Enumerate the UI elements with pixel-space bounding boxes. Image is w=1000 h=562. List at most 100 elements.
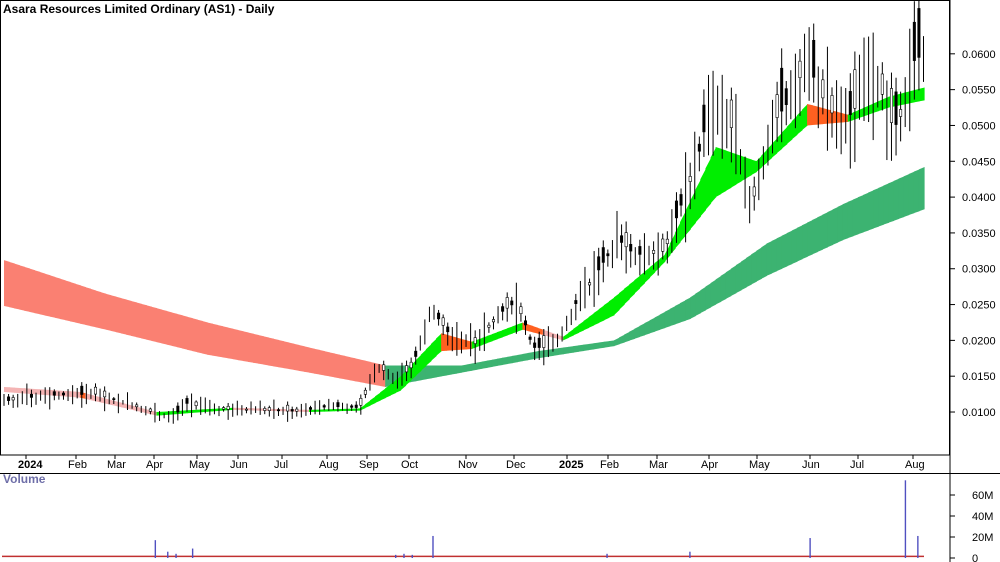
short-band-segment: [308, 409, 315, 413]
x-tick-label: Jun: [230, 459, 248, 471]
long-band-segment: [136, 302, 142, 339]
candle-body: [912, 21, 916, 61]
short-band-segment: [603, 301, 610, 321]
x-tick-label: Feb: [68, 459, 87, 471]
long-band-segment: [827, 209, 834, 248]
long-band-segment: [791, 227, 798, 264]
candle-body: [354, 404, 358, 408]
long-band-segment: [237, 329, 244, 361]
long-band-segment: [812, 217, 818, 255]
long-band-segment: [314, 348, 320, 375]
long-band-segment: [222, 326, 229, 359]
long-band-segment: [898, 176, 905, 219]
long-band-segment: [547, 348, 554, 357]
short-band-segment: [415, 354, 422, 376]
x-tick-label: Apr: [701, 459, 718, 471]
long-band-segment: [847, 199, 854, 239]
long-band-segment: [837, 204, 844, 243]
long-band-segment: [857, 194, 864, 235]
long-band-segment: [471, 362, 478, 371]
y-tick-label: 0.0150: [962, 371, 996, 383]
long-band-segment: [425, 365, 432, 380]
short-band-segment: [430, 338, 437, 361]
long-band-segment: [441, 365, 447, 377]
short-band-segment: [425, 343, 432, 366]
candle-body: [176, 405, 180, 413]
short-band-segment: [878, 99, 884, 112]
long-band-segment: [176, 313, 183, 349]
long-band-segment: [583, 343, 590, 351]
long-band-segment: [491, 358, 498, 367]
long-band-segment: [59, 278, 66, 321]
short-band-segment: [807, 103, 813, 126]
candle-body: [409, 361, 413, 369]
candle-body: [61, 392, 65, 396]
y-tick-label: 0.0600: [962, 49, 996, 61]
long-band-segment: [807, 220, 813, 257]
short-band-segment: [456, 337, 463, 351]
long-band-segment: [192, 318, 198, 353]
short-band-segment: [751, 159, 757, 176]
long-band-segment: [44, 273, 51, 317]
short-band-segment: [466, 340, 473, 350]
short-band-segment: [192, 409, 198, 413]
short-band-segment: [75, 391, 81, 398]
long-band-segment: [115, 296, 122, 334]
short-band-segment: [588, 313, 595, 328]
long-band-segment: [49, 275, 56, 318]
short-band-segment: [90, 394, 97, 402]
short-band-segment: [512, 324, 518, 334]
short-band-segment: [334, 409, 341, 412]
x-tick-label: Aug: [319, 459, 339, 471]
candle-body: [80, 385, 84, 395]
short-band-segment: [883, 96, 890, 110]
short-band-segment: [644, 267, 651, 284]
candle-body: [276, 409, 280, 412]
long-band-segment: [918, 167, 925, 212]
long-band-segment: [624, 331, 630, 343]
long-band-segment: [720, 272, 727, 302]
long-band-segment: [80, 285, 86, 325]
short-band-segment: [761, 149, 768, 168]
candle-body: [295, 408, 299, 412]
long-band-segment: [85, 287, 92, 327]
long-band-segment: [110, 295, 117, 333]
long-band-segment: [796, 225, 803, 262]
long-band-segment: [375, 363, 381, 386]
long-band-segment: [776, 235, 783, 272]
long-band-segment: [24, 266, 31, 312]
long-band-segment: [253, 333, 259, 364]
candle-body: [135, 404, 139, 408]
candle-body: [29, 393, 33, 398]
candle-body: [487, 324, 491, 328]
long-band-segment: [75, 283, 81, 324]
long-band-segment: [608, 340, 615, 347]
short-band-segment: [913, 88, 920, 103]
long-band-segment: [832, 206, 839, 245]
short-band-segment: [446, 334, 452, 351]
long-band-segment: [507, 355, 513, 365]
candle-body: [606, 253, 610, 257]
x-tick-label: Jul: [274, 459, 288, 471]
candle-body: [624, 232, 628, 248]
candle-body: [286, 404, 290, 412]
candle-body: [501, 306, 505, 312]
long-band-segment: [868, 190, 874, 231]
short-band-segment: [29, 388, 36, 395]
volume-tick-label: 0: [972, 553, 978, 562]
short-band-segment: [669, 232, 676, 256]
candle-body: [629, 244, 633, 252]
short-band-segment: [563, 332, 569, 341]
long-band-segment: [227, 327, 234, 360]
candle-body: [702, 104, 706, 133]
candle-body: [363, 389, 367, 395]
candle-body: [848, 91, 852, 116]
short-band-segment: [100, 397, 107, 404]
long-band-segment: [603, 341, 610, 348]
short-band-segment: [491, 332, 498, 342]
candle-body: [308, 407, 312, 410]
short-band-segment: [181, 410, 188, 414]
short-band-segment: [44, 389, 51, 396]
long-band-segment: [619, 334, 625, 345]
short-band-segment: [695, 179, 701, 223]
